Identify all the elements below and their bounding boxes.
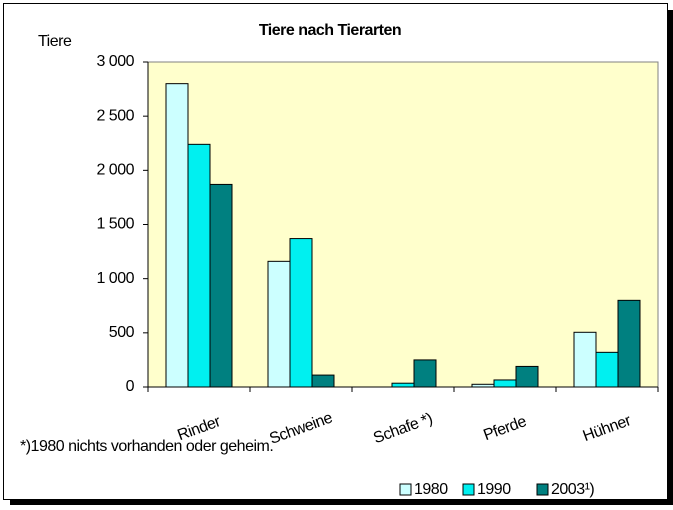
y-axis-label: Tiere: [38, 33, 72, 50]
bar: [595, 351, 619, 388]
bar: [391, 382, 415, 388]
y-tick-label: 1 500: [96, 216, 134, 233]
bar: [515, 365, 539, 388]
bar: [267, 260, 291, 388]
legend-label: 1990: [477, 481, 511, 498]
legend-label: 2003¹): [551, 481, 594, 498]
legend-swatch: [462, 483, 475, 496]
bar: [573, 331, 597, 388]
y-tick-label: 500: [109, 324, 135, 341]
bar: [311, 374, 335, 388]
frame-shadow: [668, 10, 673, 505]
bar: [209, 183, 233, 388]
legend-label: 1980: [414, 481, 448, 498]
bar: [617, 299, 641, 388]
frame-shadow: [10, 500, 673, 505]
y-tick-label: 2 500: [96, 107, 134, 124]
y-tick-label: 2 000: [96, 162, 134, 179]
legend-swatch: [536, 483, 549, 496]
y-tick-label: 3 000: [96, 53, 134, 70]
bar: [289, 238, 313, 388]
note: *)1980 nichts vorhanden oder geheim.: [20, 438, 273, 455]
bar: [165, 83, 189, 388]
y-tick-label: 1 000: [96, 270, 134, 287]
bar: [493, 379, 517, 388]
y-tick-label: 0: [126, 378, 135, 395]
bar: [413, 359, 437, 388]
chart-title: Tiere nach Tierarten: [259, 22, 401, 39]
plot-area: [147, 61, 659, 388]
legend-swatch: [399, 483, 412, 496]
bar: [471, 383, 495, 388]
bar: [187, 143, 211, 388]
